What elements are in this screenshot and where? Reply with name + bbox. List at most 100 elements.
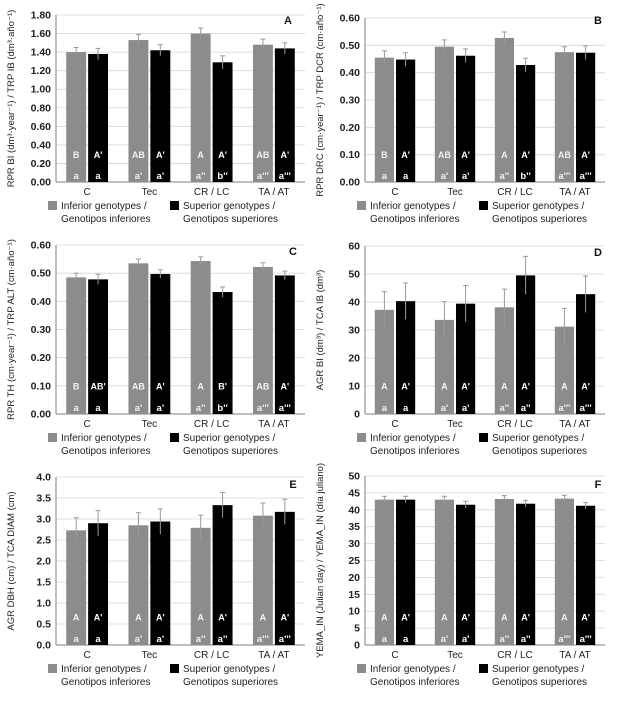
legend-swatch-inferior (357, 433, 366, 442)
bar-superior (456, 504, 476, 645)
significance-letter-lower: a''' (558, 403, 570, 414)
significance-letter-lower: a (382, 403, 388, 414)
significance-letter-upper: A' (581, 150, 590, 160)
significance-letter-upper: AB' (91, 381, 106, 391)
y-axis-title: RPR DRC (cm·year⁻¹) / TRP DCR (cm·año⁻¹) (315, 3, 326, 196)
legend-label-inferior-es: Genotipos inferiores (61, 677, 151, 688)
bar-inferior (554, 52, 574, 182)
significance-letter-upper: A' (581, 612, 590, 622)
significance-letter-upper: A' (94, 150, 103, 160)
y-tick-label: 0.60 (31, 240, 52, 252)
y-tick-label: 30 (348, 538, 360, 550)
significance-letter-upper: A' (156, 613, 165, 623)
legend-label-superior-es: Genotipos superiores (183, 677, 278, 688)
y-tick-label: 20 (348, 572, 360, 584)
y-tick-label: 0 (354, 409, 360, 421)
legend-label-superior: Superior genotypes / (492, 201, 585, 212)
bar-superior (576, 52, 596, 182)
legend-swatch-superior (170, 201, 179, 210)
significance-letter-upper: AB (132, 150, 145, 160)
x-tick-label: C (391, 650, 398, 661)
bar-inferior (554, 326, 574, 414)
x-tick-label: C (391, 419, 398, 430)
legend-label-superior-es: Genotipos superiores (183, 446, 278, 457)
y-axis-title: AGR DBH (cm) / TCA DIAM (cm) (6, 491, 17, 630)
y-tick-label: 4.0 (36, 472, 51, 484)
chart-panel-a: 0.00 0.20 0.40 0.60 0.80 1.00 1.20 1.40 1.60 1.80… (6, 10, 305, 225)
legend-label-superior: Superior genotypes / (183, 433, 276, 444)
significance-letter-lower: a (403, 403, 409, 414)
y-tick-label: 0.10 (340, 149, 361, 161)
bar-inferior (374, 57, 394, 183)
y-tick-label: 1.0 (36, 598, 51, 610)
y-tick-label: 0.00 (340, 177, 361, 189)
significance-letter-upper: A (501, 382, 508, 392)
legend-label-superior-es: Genotipos superiores (492, 214, 587, 225)
significance-letter-upper: B (73, 150, 80, 160)
bar-superior (150, 50, 171, 182)
bar-inferior (494, 37, 514, 182)
significance-letter-lower: a' (441, 171, 449, 182)
legend-label-inferior: Inferior genotypes / (61, 664, 147, 675)
bar-inferior (374, 309, 394, 414)
legend-label-superior: Superior genotypes / (183, 664, 276, 675)
significance-letter-upper: A' (461, 612, 470, 622)
y-tick-label: 10 (348, 381, 360, 393)
significance-letter-upper: A' (401, 150, 410, 160)
significance-letter-upper: A' (521, 382, 530, 392)
x-tick-label: TA / AT (258, 419, 289, 430)
y-tick-label: 40 (348, 504, 360, 516)
panel-label: A (284, 15, 292, 27)
significance-letter-lower: a' (441, 403, 449, 414)
x-tick-label: TA / AT (258, 650, 289, 661)
legend-label-inferior: Inferior genotypes / (370, 433, 456, 444)
legend-label-inferior: Inferior genotypes / (370, 201, 456, 212)
y-tick-label: 0.30 (31, 324, 52, 336)
significance-letter-upper: AB (438, 150, 451, 160)
legend-swatch-inferior (357, 201, 366, 210)
significance-letter-lower: a' (462, 634, 470, 645)
legend-label-superior: Superior genotypes / (492, 433, 585, 444)
significance-letter-lower: a''' (580, 634, 592, 645)
y-tick-label: 45 (348, 487, 360, 499)
significance-letter-upper: A' (156, 381, 165, 391)
significance-letter-upper: A (441, 382, 448, 392)
significance-letter-upper: A (197, 613, 204, 623)
bar-superior (150, 274, 171, 414)
legend-label-superior-es: Genotipos superiores (492, 677, 587, 688)
y-tick-label: 0.60 (340, 13, 361, 25)
y-tick-label: 60 (348, 241, 360, 253)
chart-panel-e: 0.0 0.5 1.0 1.5 2.0 2.5 3.0 3.5 4.0 AGR DBH (cm) … (6, 472, 305, 688)
significance-letter-upper: A' (94, 613, 103, 623)
y-tick-label: 5 (354, 623, 360, 635)
significance-letter-lower: a''' (257, 403, 269, 414)
x-tick-label: TA / AT (559, 419, 590, 430)
bar-superior (516, 275, 536, 414)
significance-letter-lower: a''' (558, 171, 570, 182)
chart-panel-b: 0.00 0.10 0.20 0.30 0.40 0.50 0.60 RPR DRC (cm·… (315, 3, 605, 225)
y-tick-label: 0.60 (31, 121, 52, 133)
significance-letter-upper: A (73, 613, 80, 623)
significance-letter-lower: a (95, 634, 101, 645)
significance-letter-upper: A (561, 382, 568, 392)
significance-letter-lower: a' (462, 171, 470, 182)
bar-superior (88, 279, 109, 414)
significance-letter-lower: a''' (257, 634, 269, 645)
significance-letter-lower: a' (135, 634, 143, 645)
y-tick-label: 50 (348, 269, 360, 281)
x-tick-label: C (84, 419, 91, 430)
significance-letter-upper: A (441, 612, 448, 622)
bar-inferior (434, 46, 454, 183)
significance-letter-lower: a''' (279, 171, 291, 182)
legend-label-inferior: Inferior genotypes / (61, 433, 147, 444)
x-tick-label: Tec (447, 419, 463, 430)
bar-inferior (252, 44, 273, 182)
significance-letter-upper: A' (401, 612, 410, 622)
bar-superior (274, 511, 295, 645)
x-tick-label: C (391, 187, 398, 198)
legend-label-superior-es: Genotipos superiores (492, 446, 587, 457)
y-tick-label: 10 (348, 606, 360, 618)
bar-inferior (66, 52, 87, 182)
significance-letter-upper: B (381, 150, 388, 160)
legend-swatch-superior (479, 201, 488, 210)
